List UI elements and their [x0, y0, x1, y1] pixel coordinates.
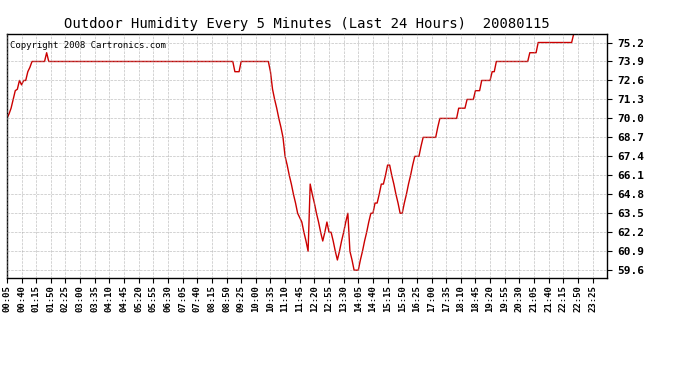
Title: Outdoor Humidity Every 5 Minutes (Last 24 Hours)  20080115: Outdoor Humidity Every 5 Minutes (Last 2…	[64, 17, 550, 31]
Text: Copyright 2008 Cartronics.com: Copyright 2008 Cartronics.com	[10, 41, 166, 50]
